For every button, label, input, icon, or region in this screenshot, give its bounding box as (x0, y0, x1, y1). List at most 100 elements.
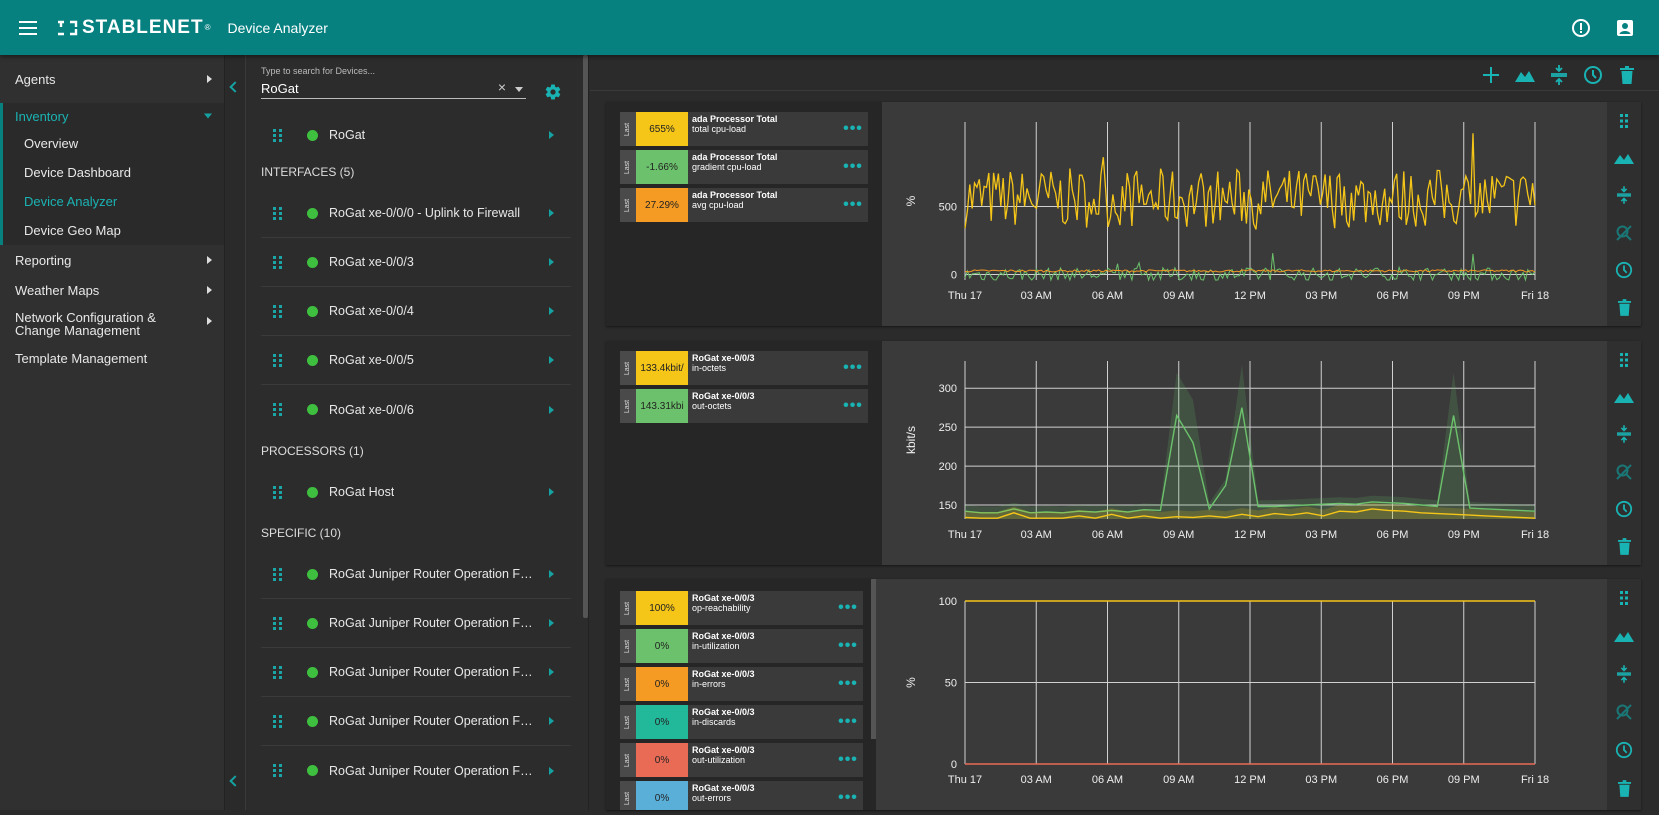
more-options-icon[interactable]: ••• (843, 397, 863, 414)
area-chart-icon[interactable] (1607, 617, 1641, 655)
brand-logo[interactable]: STABLENET ® (56, 17, 212, 39)
drag-handle-icon[interactable] (273, 714, 287, 728)
status-dot (307, 129, 318, 141)
more-options-icon[interactable]: ••• (838, 637, 858, 654)
search-dropdown-icon[interactable] (515, 87, 523, 92)
drag-handle-icon[interactable] (273, 764, 287, 778)
nav-network-configuration[interactable]: Network Configuration & Change Managemen… (0, 305, 224, 343)
trash-icon[interactable] (1607, 289, 1641, 326)
nav-overview[interactable]: Overview (3, 129, 224, 158)
drag-handle-icon[interactable] (273, 128, 287, 142)
drag-handle-icon[interactable] (273, 353, 287, 367)
nav-inventory[interactable]: Inventory (0, 103, 224, 129)
info-icon[interactable] (1559, 0, 1603, 55)
trash-icon[interactable] (1607, 769, 1641, 807)
more-options-icon[interactable]: ••• (843, 359, 863, 376)
clear-search-icon[interactable]: × (497, 79, 506, 95)
device-row[interactable]: RoGat (261, 115, 571, 155)
more-options-icon[interactable]: ••• (843, 120, 863, 137)
device-row[interactable]: RoGat Juniper Router Operation Fan ... (261, 550, 571, 599)
chevron-right-icon[interactable] (549, 258, 554, 266)
more-options-icon[interactable]: ••• (838, 675, 858, 692)
collapse-chevron-left-icon[interactable] (229, 775, 241, 787)
more-options-icon[interactable]: ••• (838, 789, 858, 806)
chevron-right-icon[interactable] (549, 619, 554, 627)
compress-icon[interactable] (1607, 655, 1641, 693)
device-search-input[interactable] (261, 81, 491, 96)
nav-weather-maps[interactable]: Weather Maps (0, 275, 224, 305)
chevron-right-icon[interactable] (549, 209, 554, 217)
more-options-icon[interactable]: ••• (843, 196, 863, 213)
more-options-icon[interactable]: ••• (838, 751, 858, 768)
nav-reporting[interactable]: Reporting (0, 245, 224, 275)
chevron-right-icon[interactable] (549, 488, 554, 496)
add-icon[interactable] (1474, 59, 1508, 91)
device-row[interactable]: RoGat Juniper Router Operation Fan ... (261, 648, 571, 697)
device-row[interactable]: RoGat xe-0/0/3 (261, 238, 571, 287)
device-list-scrollbar[interactable] (583, 55, 588, 618)
compress-icon[interactable] (1542, 59, 1576, 91)
collapse-chevron-left-icon[interactable] (229, 81, 241, 93)
device-row[interactable]: RoGat Juniper Router Operation Fan ... (261, 599, 571, 648)
nav-template-management[interactable]: Template Management (0, 343, 224, 373)
more-options-icon[interactable]: ••• (838, 713, 858, 730)
drag-handle-icon[interactable] (273, 255, 287, 269)
drag-handle-icon[interactable] (273, 567, 287, 581)
chevron-right-icon[interactable] (549, 668, 554, 676)
nav-device-geo-map[interactable]: Device Geo Map (3, 216, 224, 245)
interface-stats-chart[interactable]: 0 50 100 Thu 17 03 AM 06 AM 09 AM 12 PM 03 PM 06 … (883, 579, 1607, 810)
device-label: RoGat Juniper Router Operation Fan ... (329, 763, 534, 778)
device-row[interactable]: RoGat Juniper Router Operation Fan ... (261, 746, 571, 795)
legend-scrollbar[interactable] (871, 579, 876, 739)
drag-handle-icon[interactable] (1607, 579, 1641, 617)
chevron-right-icon[interactable] (549, 570, 554, 578)
chevron-right-icon[interactable] (549, 356, 554, 364)
drag-handle-icon[interactable] (1607, 102, 1641, 139)
chevron-right-icon[interactable] (549, 405, 554, 414)
y-axis-label: kbit/s (904, 426, 918, 454)
chevron-right-icon[interactable] (549, 766, 554, 775)
drag-handle-icon[interactable] (273, 485, 287, 499)
octets-chart[interactable]: 150 200 250 300 Thu 17 03 AM 06 AM 09 AM 12 PM 03… (883, 341, 1607, 565)
drag-handle-icon[interactable] (273, 616, 287, 630)
chevron-right-icon[interactable] (549, 131, 554, 139)
trash-icon[interactable] (1607, 528, 1641, 565)
device-row[interactable]: RoGat xe-0/0/0 - Uplink to Firewall (261, 189, 571, 238)
nav-device-dashboard[interactable]: Device Dashboard (3, 158, 224, 187)
device-row[interactable]: RoGat xe-0/0/4 (261, 287, 571, 336)
cpu-load-chart[interactable]: 0 500 Thu 17 03 AM 06 AM 09 AM 12 PM 03 PM 06 PM… (883, 102, 1607, 326)
nav-agents[interactable]: Agents (0, 55, 224, 103)
chart-side-tools (1607, 102, 1641, 326)
compress-icon[interactable] (1607, 177, 1641, 214)
chevron-right-icon[interactable] (549, 307, 554, 315)
drag-handle-icon[interactable] (273, 403, 287, 417)
drag-handle-icon[interactable] (273, 665, 287, 679)
chevron-right-icon[interactable] (549, 717, 554, 725)
zoom-reset-icon[interactable] (1607, 453, 1641, 490)
status-dot (307, 354, 318, 366)
zoom-reset-icon[interactable] (1607, 693, 1641, 731)
drag-handle-icon[interactable] (1607, 341, 1641, 378)
clock-icon[interactable] (1607, 251, 1641, 288)
clock-icon[interactable] (1607, 731, 1641, 769)
trash-icon[interactable] (1610, 59, 1644, 91)
drag-handle-icon[interactable] (273, 304, 287, 318)
user-card-icon[interactable] (1603, 0, 1647, 55)
more-options-icon[interactable]: ••• (838, 599, 858, 616)
device-row[interactable]: RoGat xe-0/0/6 (261, 385, 571, 434)
drag-handle-icon[interactable] (273, 206, 287, 220)
area-chart-icon[interactable] (1607, 378, 1641, 415)
hamburger-menu-icon[interactable] (0, 0, 56, 55)
nav-device-analyzer[interactable]: Device Analyzer (3, 187, 224, 216)
device-row[interactable]: RoGat xe-0/0/5 (261, 336, 571, 385)
more-options-icon[interactable]: ••• (843, 158, 863, 175)
area-chart-icon[interactable] (1508, 59, 1542, 91)
zoom-reset-icon[interactable] (1607, 214, 1641, 251)
gear-icon[interactable] (544, 83, 562, 101)
device-row[interactable]: RoGat Host (261, 468, 571, 516)
device-row[interactable]: RoGat Juniper Router Operation Fan ... (261, 697, 571, 746)
compress-icon[interactable] (1607, 416, 1641, 453)
area-chart-icon[interactable] (1607, 139, 1641, 176)
clock-icon[interactable] (1607, 490, 1641, 527)
clock-icon[interactable] (1576, 59, 1610, 91)
